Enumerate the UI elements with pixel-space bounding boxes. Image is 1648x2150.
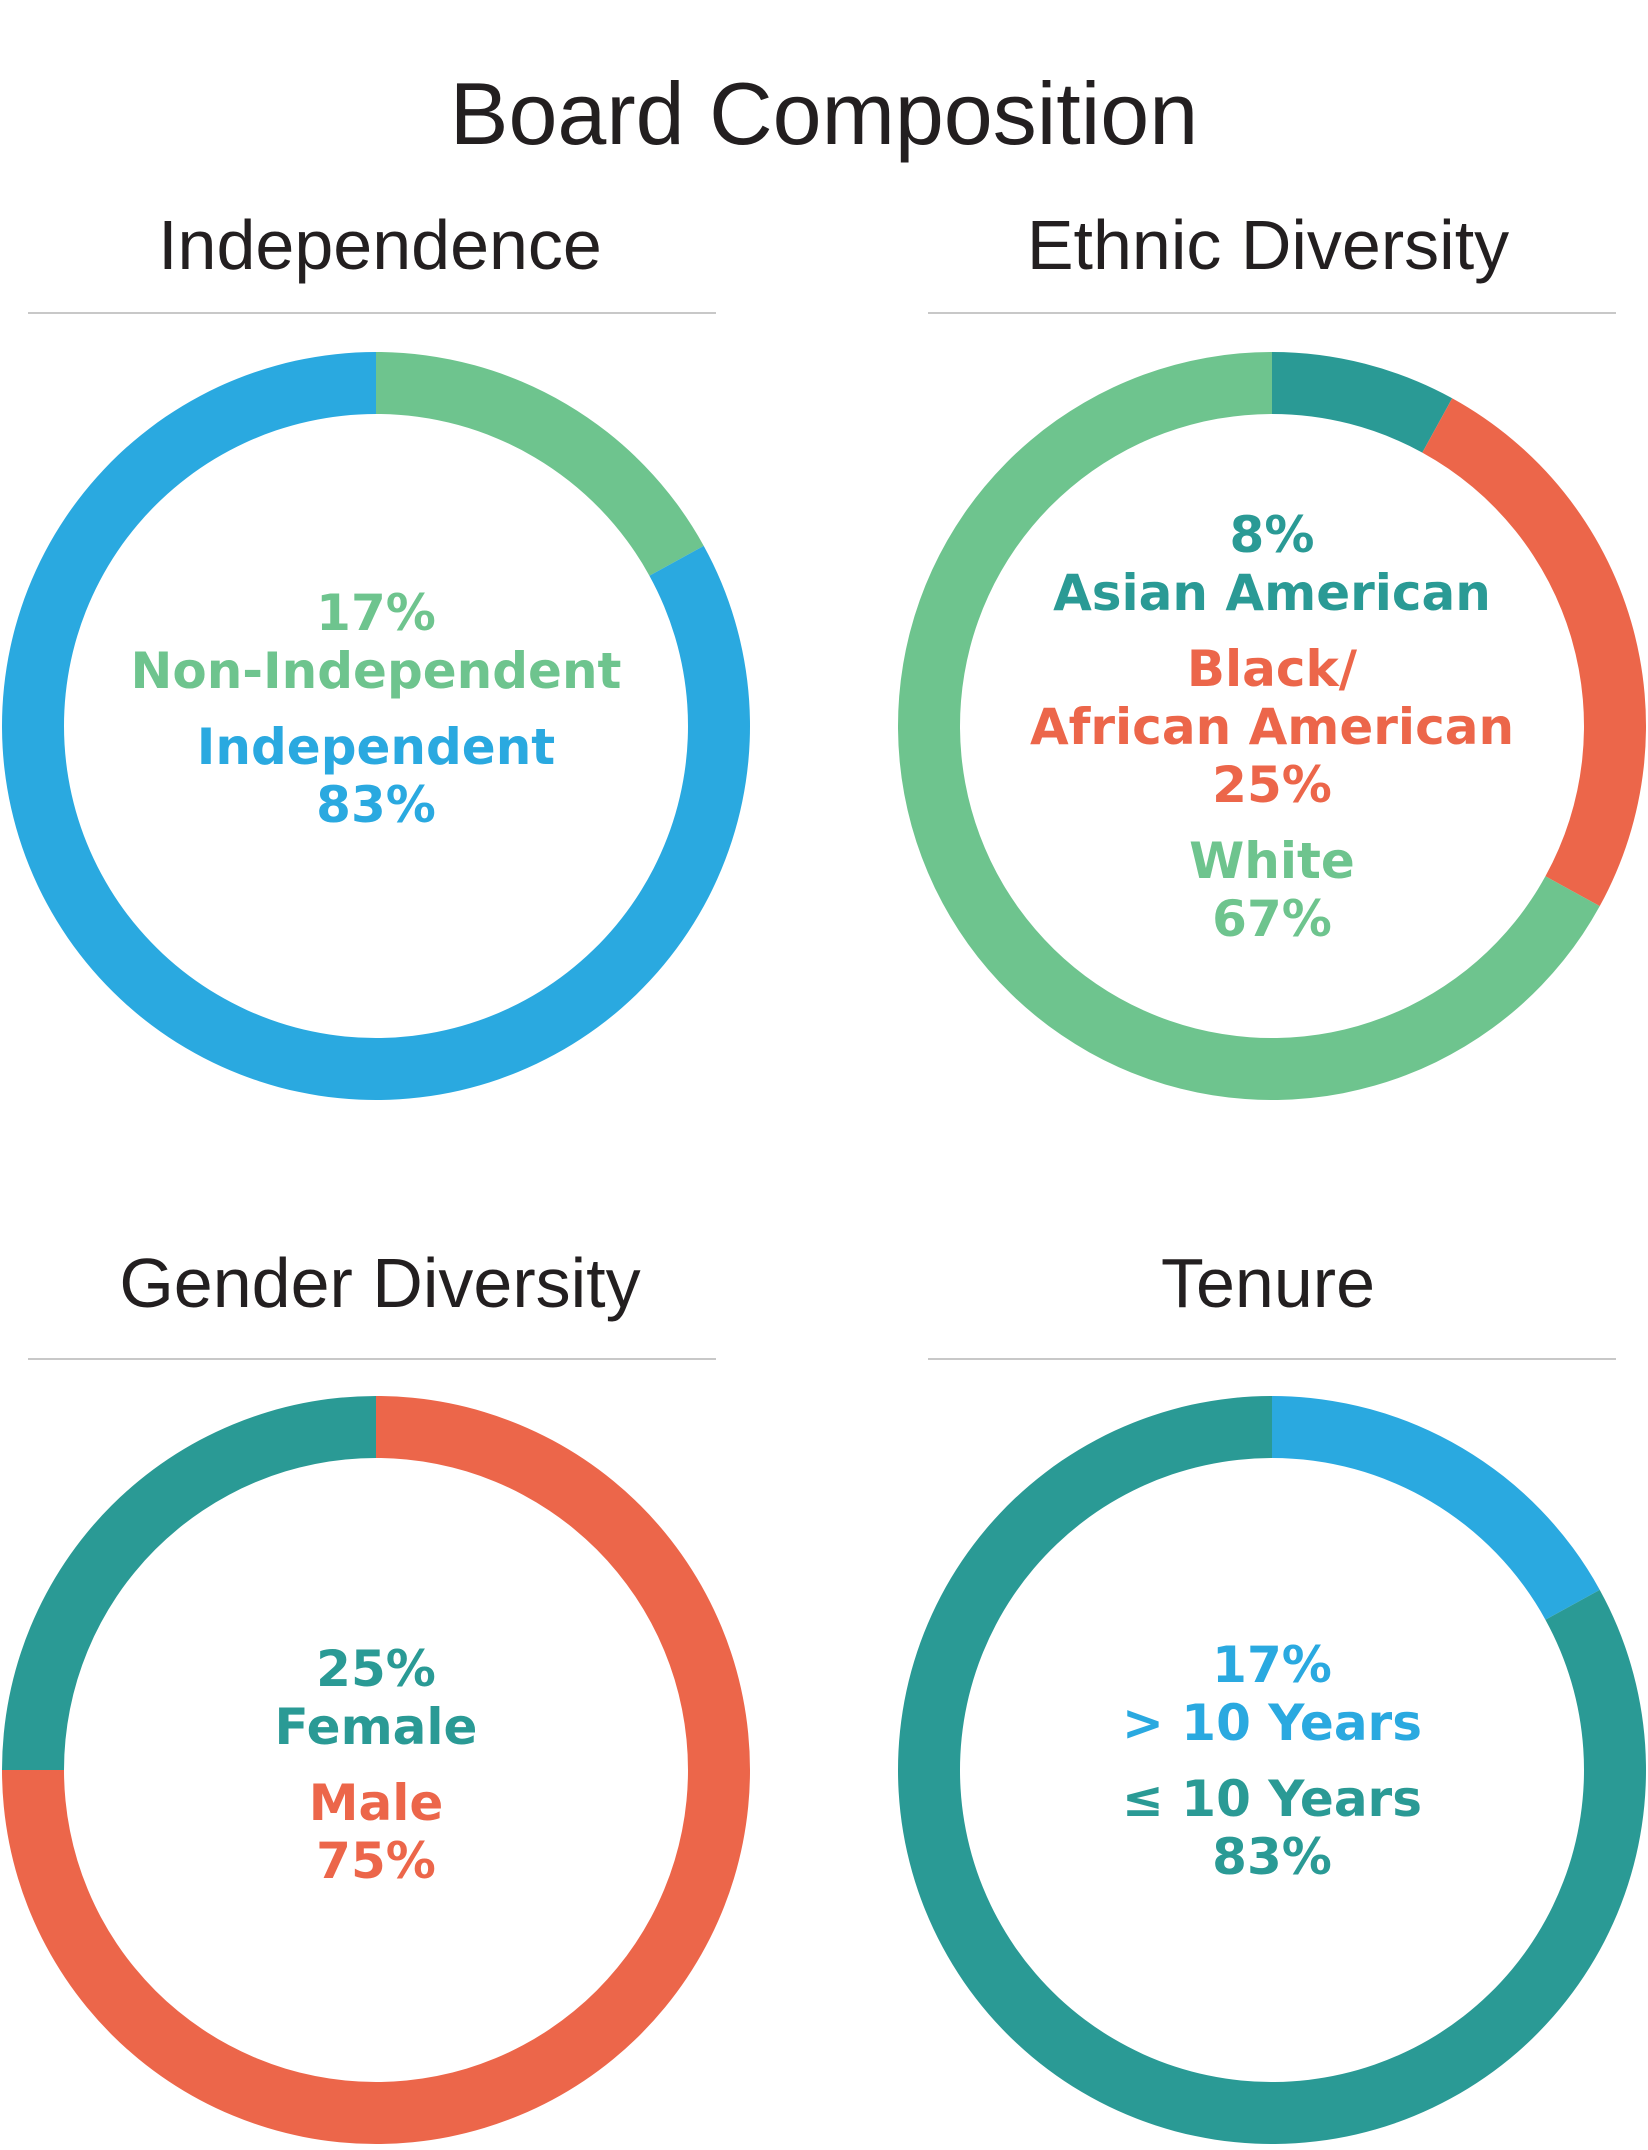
donut-segment-female (2, 1396, 376, 1770)
donut-segment-black-african-american (1422, 398, 1646, 907)
gender-diversity-panel: Gender Diversity (0, 1238, 760, 1328)
ethnic-diversity-donut (898, 352, 1646, 1100)
panel-title: Gender Diversity (119, 1244, 641, 1322)
black-african-american-name-label: Black/ (1186, 640, 1358, 698)
female-pct-label: 25% (316, 1640, 436, 1698)
independent-name-label: Independent (196, 718, 556, 776)
ethnic-diversity-panel: Ethnic Diversity (888, 200, 1648, 290)
male-name-label: Male (308, 1774, 444, 1832)
divider (928, 1358, 1616, 1360)
white-name-label: White (1189, 832, 1355, 890)
asian-american-name-label: Asian American (1053, 564, 1491, 622)
independent-pct-label: 83% (316, 776, 436, 834)
donut-segment-non-independent (376, 352, 704, 576)
black-african-american-name-label-line2: African American (1029, 698, 1515, 756)
panel-title: Tenure (1160, 1244, 1376, 1322)
over-10-years-name-label: > 10 Years (1122, 1694, 1422, 1752)
non-independent-pct-label: 17% (316, 584, 436, 642)
divider (28, 1358, 716, 1360)
gender-diversity-donut (2, 1396, 750, 2144)
donut-segment-asian-american (1272, 352, 1453, 453)
tenure-center-labels: 17% > 10 Years ≤ 10 Years 83% (972, 1636, 1572, 1886)
divider (928, 312, 1616, 314)
gender-diversity-center-labels: 25% Female Male 75% (76, 1640, 676, 1890)
asian-american-pct-label: 8% (1229, 506, 1315, 564)
non-independent-name-label: Non-Independent (130, 642, 622, 700)
white-pct-label: 67% (1212, 890, 1332, 948)
independence-center-labels: 17% Non-Independent Independent 83% (76, 584, 676, 834)
up-to-10-years-name-label: ≤ 10 Years (1122, 1770, 1422, 1828)
male-pct-label: 75% (316, 1832, 436, 1890)
independence-panel: Independence (0, 200, 760, 290)
tenure-panel: Tenure (888, 1238, 1648, 1328)
panel-title: Independence (158, 206, 602, 284)
up-to-10-years-pct-label: 83% (1212, 1828, 1332, 1886)
divider (28, 312, 716, 314)
donut-segment-10-years (1272, 1396, 1600, 1620)
black-african-american-pct-label: 25% (1212, 756, 1332, 814)
page-title: Board Composition (449, 63, 1199, 163)
tenure-donut (898, 1396, 1646, 2144)
panel-title: Ethnic Diversity (1026, 206, 1510, 284)
female-name-label: Female (274, 1698, 478, 1756)
independence-donut (2, 352, 750, 1100)
over-10-years-pct-label: 17% (1212, 1636, 1332, 1694)
ethnic-diversity-center-labels: 8% Asian American Black/ African America… (972, 506, 1572, 948)
